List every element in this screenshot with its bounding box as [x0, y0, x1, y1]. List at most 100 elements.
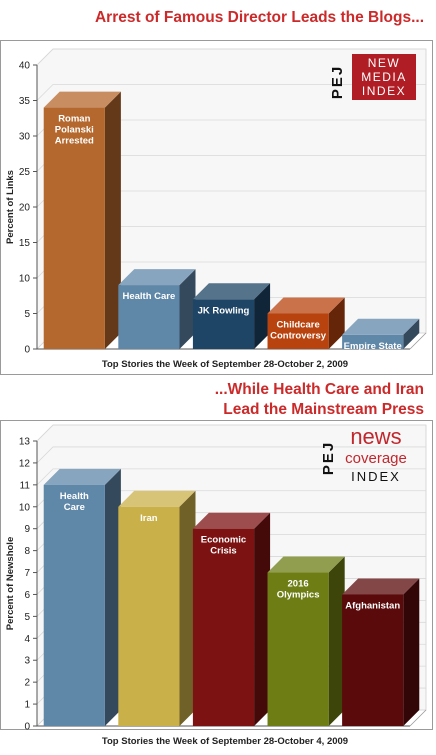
logo-pej: PEJ — [320, 441, 337, 475]
y-tick-label: 10 — [19, 274, 31, 285]
logo-line: INDEX — [362, 84, 406, 98]
bar-label: Polanski — [55, 125, 94, 136]
bar-side — [254, 283, 271, 349]
gridline — [36, 446, 426, 464]
bar-top — [267, 556, 345, 573]
x-axis-label: Top Stories the Week of September 28-Oct… — [102, 736, 348, 747]
chart1-panel: 0 5 10 15 20 25 30 35 40 Percent of Links Top Stor… — [0, 40, 436, 375]
bar-label: Roman — [58, 114, 90, 125]
bar-label: Empire State — [344, 341, 402, 352]
x-axis-depth — [409, 709, 427, 727]
y-tick-label: 1 — [24, 700, 30, 711]
bar-front — [43, 107, 105, 349]
chart2-title-line2: Lead the Mainstream Press — [223, 401, 424, 418]
bar-front — [118, 506, 180, 726]
bar-label: Controversy — [270, 331, 327, 342]
bar-label: Crisis — [210, 546, 236, 557]
bar-5: Afghanistan — [342, 578, 420, 726]
gridline — [36, 84, 426, 101]
logo-news: news — [350, 424, 401, 449]
chart2-panel: 0 1 2 3 4 5 6 7 8 9 10 11 12 13 Percent of Newshole Top… — [0, 420, 436, 750]
bar-2: Health Care — [118, 269, 196, 349]
bar-label: Building — [354, 352, 392, 363]
y-tick-label: 20 — [19, 203, 31, 214]
bar-side — [403, 318, 420, 349]
bar-label: JK Rowling — [198, 305, 250, 316]
logo-line: NEW — [368, 56, 401, 70]
y-tick-label: 15 — [19, 238, 31, 249]
bar-top — [118, 269, 196, 286]
y-tick-label: 30 — [19, 132, 31, 143]
bar-top — [342, 318, 420, 335]
bar-label: Iran — [140, 513, 158, 524]
blogs-bar-chart: 0 5 10 15 20 25 30 35 40 Percent of Links Top Stor… — [0, 40, 433, 375]
y-tick-label: 2 — [24, 678, 30, 689]
bar-top — [43, 468, 121, 485]
bar-label: Childcare — [276, 320, 319, 331]
chart1-title: Arrest of Famous Director Leads the Blog… — [94, 9, 424, 26]
x-axis-depth — [409, 332, 427, 350]
bar-front — [267, 313, 329, 349]
bar-label: 2016 — [288, 579, 309, 590]
bar-side — [179, 269, 196, 349]
bar-label: Health — [60, 491, 89, 502]
bar-top — [192, 283, 271, 300]
bar-front — [43, 484, 105, 726]
y-tick-label: 10 — [19, 502, 31, 513]
bar-3: JK Rowling — [192, 283, 271, 349]
bar-top — [43, 91, 121, 108]
bar-side — [104, 468, 121, 726]
y-tick-label: 0 — [24, 722, 30, 733]
y-tick-label: 5 — [24, 309, 30, 320]
logo-box — [352, 54, 416, 100]
y-tick-label: 9 — [24, 524, 30, 535]
y-axis-label: Percent of Links — [5, 170, 16, 244]
y-tick-label: 7 — [24, 568, 30, 579]
y-axis-label: Percent of Newshole — [5, 537, 16, 630]
bar-front — [342, 594, 404, 726]
bar-front — [267, 572, 329, 726]
bar-label: Care — [64, 502, 85, 513]
y-tick-label: 40 — [19, 61, 31, 72]
bar-top — [118, 490, 196, 507]
y-tick-label: 4 — [24, 634, 30, 645]
y-tick-label: 6 — [24, 590, 30, 601]
bar-front — [342, 334, 404, 349]
logo-coverage: coverage — [345, 450, 407, 467]
chart2-title-line1: ...While Health Care and Iran — [214, 381, 424, 398]
bar-side — [179, 490, 196, 726]
bar-label: Health Care — [122, 291, 175, 302]
bar-side — [254, 512, 271, 726]
bar-side — [328, 556, 345, 726]
y-tick-label: 13 — [19, 437, 31, 448]
bar-front — [192, 528, 255, 726]
gridline — [36, 48, 426, 66]
logo-line: MEDIA — [361, 70, 407, 84]
bar-label: Olympics — [277, 590, 320, 601]
logo-index: INDEX — [351, 469, 401, 484]
gridline — [36, 468, 426, 486]
chart2-title: ...While Health Care and Iran Lead the M… — [215, 380, 424, 420]
bar-label: Economic — [201, 535, 246, 546]
y-tick-label: 3 — [24, 656, 30, 667]
bar-side — [104, 91, 121, 349]
y-tick-label: 0 — [24, 345, 30, 356]
bar-2: Iran — [118, 490, 196, 726]
bar-front — [192, 299, 255, 349]
y-tick-label: 35 — [19, 96, 31, 107]
x-axis-label: Top Stories the Week of September 28-Oct… — [102, 359, 348, 370]
gridline — [36, 424, 426, 442]
y-tick-label: 5 — [24, 612, 30, 623]
bar-top — [192, 512, 271, 529]
bar-side — [328, 297, 345, 349]
y-tick-label: 12 — [19, 458, 31, 469]
